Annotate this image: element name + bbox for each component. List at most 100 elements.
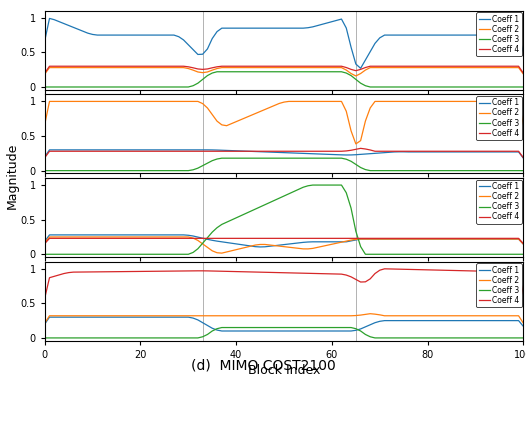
Coeff 2 [46, 99, 53, 104]
Coeff 2 [75, 313, 82, 319]
Line: Coeff 3: Coeff 3 [45, 158, 523, 171]
Line: Coeff 4: Coeff 4 [45, 269, 523, 298]
Coeff 2 [271, 243, 278, 248]
Coeff 2 [520, 242, 526, 247]
Line: Coeff 2: Coeff 2 [45, 314, 523, 323]
Coeff 3 [262, 202, 268, 207]
Coeff 4 [42, 241, 48, 246]
Coeff 2 [367, 311, 373, 316]
Coeff 1 [386, 318, 392, 323]
Coeff 1 [410, 33, 417, 38]
Coeff 1 [333, 152, 340, 157]
Coeff 4 [267, 64, 273, 69]
Coeff 3 [520, 335, 526, 341]
Legend: Coeff 1, Coeff 2, Coeff 3, Coeff 4: Coeff 1, Coeff 2, Coeff 3, Coeff 4 [476, 180, 522, 224]
Coeff 2 [166, 99, 173, 104]
X-axis label: Block Index: Block Index [248, 364, 320, 377]
Coeff 1 [271, 329, 278, 334]
Coeff 3 [161, 84, 167, 89]
Coeff 4 [42, 296, 48, 301]
Coeff 4 [406, 236, 412, 241]
Coeff 1 [166, 147, 173, 152]
Coeff 4 [358, 146, 364, 151]
Coeff 2 [42, 321, 48, 326]
Coeff 2 [262, 313, 268, 319]
Text: (d)  MIMO COST2100: (d) MIMO COST2100 [190, 358, 336, 372]
Line: Coeff 4: Coeff 4 [45, 238, 523, 243]
Coeff 3 [381, 84, 388, 89]
Coeff 1 [80, 147, 86, 152]
Coeff 2 [520, 72, 526, 77]
Coeff 1 [386, 237, 392, 242]
Coeff 2 [386, 99, 392, 104]
Coeff 4 [520, 155, 526, 160]
Coeff 1 [46, 147, 53, 152]
Coeff 4 [75, 149, 82, 154]
Coeff 3 [267, 69, 273, 74]
Line: Coeff 1: Coeff 1 [45, 317, 523, 331]
Coeff 2 [352, 141, 359, 147]
Coeff 3 [75, 84, 82, 89]
Coeff 2 [46, 234, 53, 240]
Coeff 3 [406, 168, 412, 173]
Coeff 3 [381, 335, 388, 341]
Coeff 2 [42, 72, 48, 77]
Coeff 3 [42, 335, 48, 341]
Coeff 1 [166, 33, 173, 38]
Coeff 1 [520, 155, 526, 161]
Coeff 1 [80, 29, 86, 34]
Coeff 4 [329, 149, 335, 154]
Coeff 1 [406, 149, 412, 155]
Line: Coeff 2: Coeff 2 [45, 102, 523, 144]
Coeff 1 [381, 150, 388, 155]
Coeff 3 [161, 252, 167, 257]
Coeff 1 [358, 66, 364, 71]
Coeff 2 [410, 99, 417, 104]
Legend: Coeff 1, Coeff 2, Coeff 3, Coeff 4: Coeff 1, Coeff 2, Coeff 3, Coeff 4 [476, 13, 522, 56]
Coeff 2 [333, 65, 340, 70]
Coeff 3 [267, 155, 273, 161]
Coeff 4 [42, 71, 48, 76]
Coeff 2 [386, 237, 392, 242]
Coeff 4 [406, 149, 412, 154]
Coeff 4 [406, 267, 412, 272]
Coeff 1 [267, 149, 273, 155]
Coeff 3 [381, 252, 388, 257]
Line: Coeff 2: Coeff 2 [45, 237, 523, 253]
Coeff 2 [80, 65, 86, 70]
Coeff 4 [520, 292, 526, 297]
Coeff 3 [520, 252, 526, 257]
Coeff 1 [333, 18, 340, 23]
Coeff 4 [381, 266, 388, 271]
Coeff 3 [161, 335, 167, 341]
Coeff 1 [42, 322, 48, 327]
Coeff 1 [42, 38, 48, 43]
Coeff 2 [329, 313, 335, 319]
Coeff 2 [520, 122, 526, 127]
Coeff 4 [161, 149, 167, 154]
Coeff 4 [520, 241, 526, 246]
Coeff 3 [520, 84, 526, 89]
Coeff 1 [166, 315, 173, 320]
Coeff 1 [338, 239, 345, 244]
Coeff 1 [267, 26, 273, 31]
Coeff 2 [386, 65, 392, 70]
Line: Coeff 3: Coeff 3 [45, 185, 523, 254]
Coeff 4 [520, 71, 526, 76]
Coeff 1 [520, 50, 526, 55]
Coeff 2 [410, 65, 417, 70]
Coeff 1 [410, 318, 417, 323]
Coeff 3 [75, 252, 82, 257]
Coeff 2 [42, 122, 48, 127]
Coeff 2 [166, 65, 173, 70]
Coeff 4 [42, 155, 48, 160]
Coeff 1 [338, 329, 345, 334]
Coeff 1 [42, 154, 48, 159]
Coeff 3 [333, 182, 340, 187]
Coeff 3 [267, 325, 273, 330]
Coeff 2 [352, 73, 359, 79]
Line: Coeff 1: Coeff 1 [45, 18, 523, 68]
Coeff 3 [381, 168, 388, 173]
Coeff 4 [406, 64, 412, 69]
Line: Coeff 3: Coeff 3 [45, 328, 523, 338]
